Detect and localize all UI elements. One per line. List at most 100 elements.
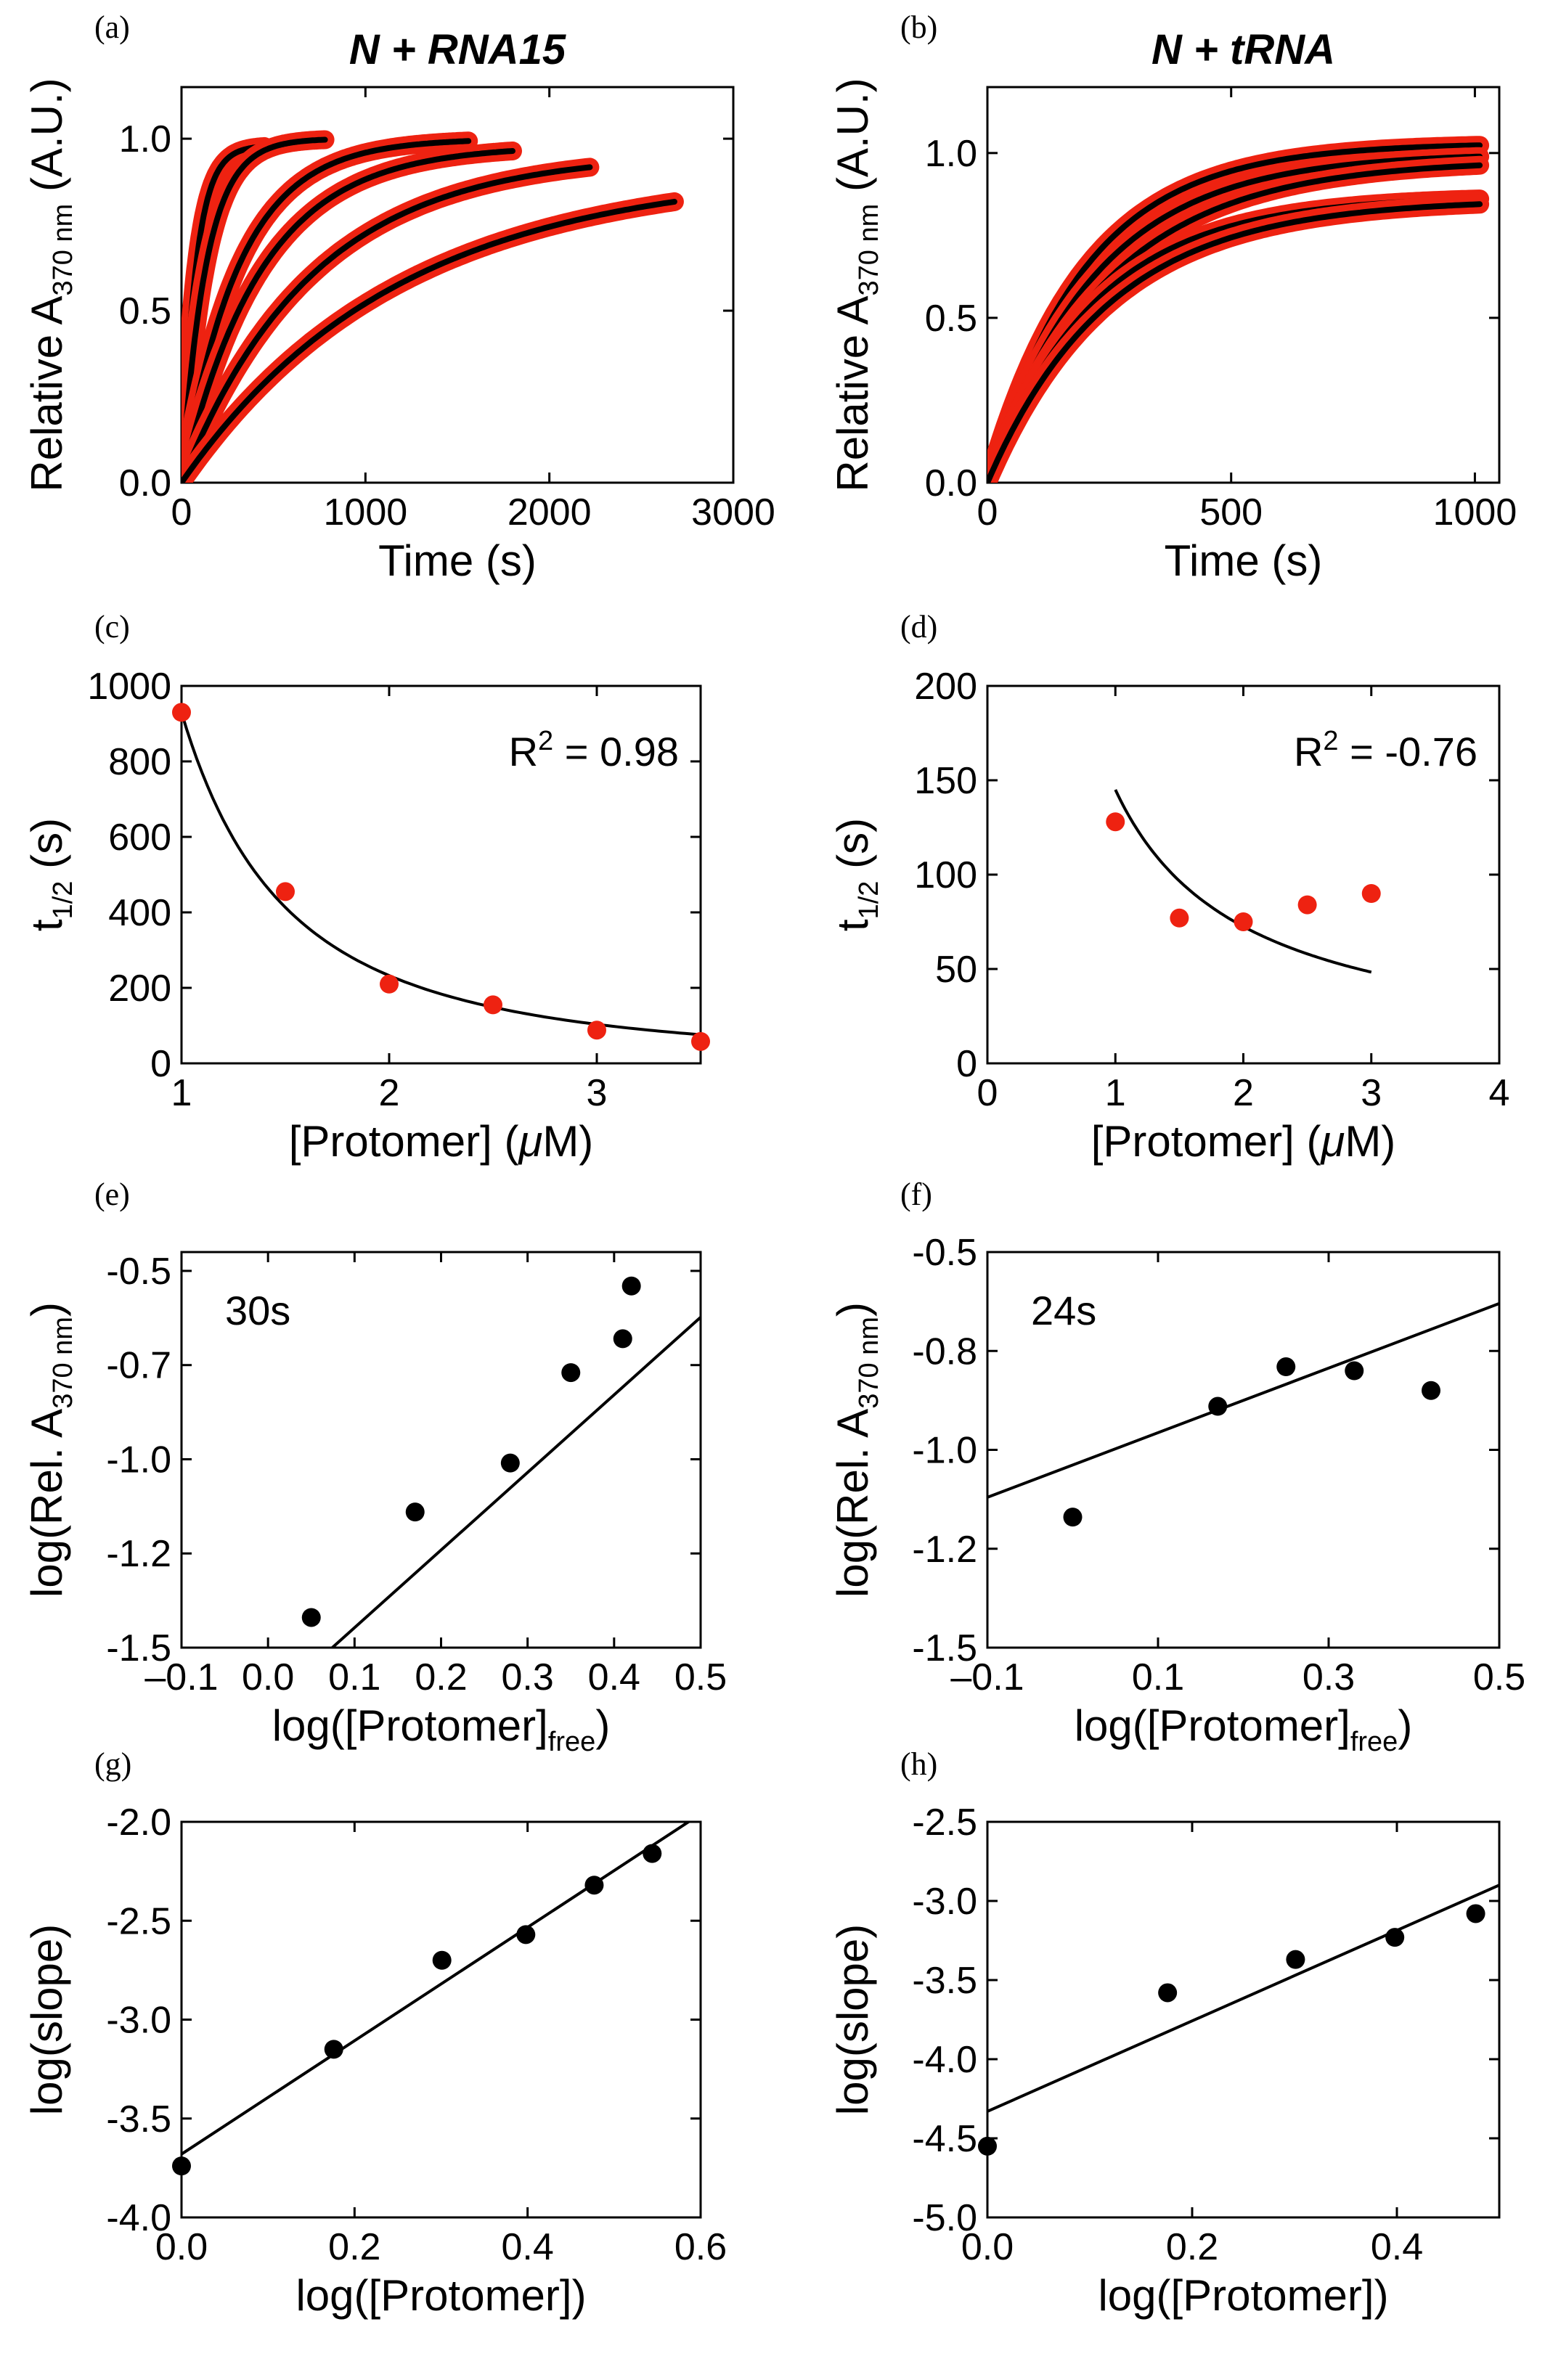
fit-line [987,1884,1499,2113]
y-axis-label: t1/2 (s) [23,818,78,931]
fit-line [987,1301,1499,1499]
y-tick-label: -1.5 [912,1627,977,1669]
x-tick-label: 1 [1105,1072,1126,1114]
data-point [1297,895,1317,915]
data-point [1158,1983,1178,2003]
panel-h: (h) 0.0 0.2 0.4 -5.0 -4.5 -4.0 -3.5 -3.0 -2.5 log(… [828,1746,1501,2320]
x-tick-label: 1 [171,1072,192,1114]
plot-frame [180,684,702,1065]
y-tick-label: 200 [108,968,171,1010]
x-tick-label: 3 [1361,1072,1382,1114]
x-tick-label: 2000 [507,491,592,533]
panel-d: (d) 0 1 2 3 4 0 50 100 150 200 [Protomer] (μM) t1/2 … [828,609,1509,1166]
y-tick-label: -4.5 [912,2118,977,2160]
fit-line [182,711,701,1036]
plot-frame [986,1820,1501,2219]
y-tick-label: 0 [956,1043,977,1085]
panel-letter: (a) [94,9,130,45]
x-tick-label: –0.1 [950,1656,1024,1698]
x-axis-label-greek: μ [1319,1117,1345,1166]
data-point [1466,1904,1485,1923]
data-point [621,1276,641,1296]
data-point [324,2040,343,2059]
y-tick-label: 0.0 [119,462,171,504]
series-1-fit [987,142,1483,483]
plot-frame [986,86,1501,484]
y-tick-label: -4.0 [912,2039,977,2081]
x-tick-label: 0.5 [1473,1656,1525,1698]
panel-letter: (h) [900,1746,937,1782]
x-tick-label: 0.0 [242,1656,294,1698]
x-axis-label-sub: free [1350,1727,1398,1757]
y-tick-label: 1.0 [925,133,977,175]
series-5-data [182,158,600,483]
series-2-fit [987,153,1483,483]
x-tick-label: 0.3 [502,1656,554,1698]
x-axis-label: log([Protomer]free) [272,1701,611,1757]
y-tick-label: -2.5 [106,1900,171,1942]
x-tick-label: 0.4 [502,2226,554,2268]
y-tick-label: -1.2 [912,1529,977,1571]
x-tick-label: 0.0 [155,2226,208,2268]
data-area [182,711,701,1036]
data-point [1361,884,1381,903]
y-tick-label: -5.0 [912,2197,977,2239]
x-axis-label: log([Protomer]free) [1075,1701,1413,1757]
y-tick-label: 0.5 [925,298,977,340]
y-tick-label: 0 [150,1043,171,1085]
panel-letter: (c) [94,609,130,645]
y-axis-label: log(Rel. A370 nm) [23,1302,78,1598]
data-point [276,882,295,901]
y-tick-label: 1000 [87,666,171,708]
data-point [561,1363,581,1383]
y-axis-label: Relative A370 nm (A.U.) [828,78,884,491]
y-axis-label-sub: 370 nm [48,204,78,296]
y-tick-label: -1.2 [106,1533,171,1575]
y-axis-label-sub: 1/2 [854,881,884,920]
data-point [1422,1381,1440,1400]
data-point [584,1876,604,1895]
panel-a: (a) N + RNA15 0 1000 2000 3000 0.0 0.5 1.0 Time (… [23,9,775,585]
x-tick-label: 0 [977,491,998,533]
panel-c: (c) 1 2 3 0 200 400 600 800 1000 [Protomer] (μM) t1… [23,609,710,1166]
panel-letter: (f) [900,1177,932,1212]
x-axis-label: log([Protomer]) [1098,2271,1388,2320]
x-tick-label: 0 [171,491,192,533]
y-tick-label: -0.7 [106,1345,171,1387]
data-point [172,2156,191,2176]
panel-letter: (d) [900,609,937,645]
series-3-fit [182,138,472,483]
y-axis-label-sub: 370 nm [48,1317,78,1409]
y-tick-label: -0.5 [106,1251,171,1293]
data-point [691,1031,710,1051]
series-5-fit [987,201,1483,483]
x-tick-label: 0.2 [415,1656,467,1698]
y-axis-label: Relative A370 nm (A.U.) [23,78,78,491]
x-tick-label: 0.1 [328,1656,380,1698]
x-tick-label: 0.5 [674,1656,727,1698]
data-area [987,136,1490,483]
data-point [484,995,502,1015]
series-4-fit [182,148,515,483]
y-tick-label: -3.0 [912,1881,977,1923]
data-point [978,2136,997,2156]
x-tick-label: 0 [977,1072,998,1114]
y-tick-label: -2.5 [912,1802,977,1844]
y-axis-label-sub: 1/2 [48,881,78,920]
data-area [987,1884,1499,2113]
data-point [643,1844,662,1863]
x-tick-label: 0.0 [961,2226,1014,2268]
data-point [1170,908,1189,928]
y-tick-label: 150 [914,760,977,802]
data-point [1286,1950,1305,1969]
y-axis-label: log(slope) [828,1924,877,2115]
data-point [405,1502,425,1522]
y-tick-label: -0.5 [912,1232,977,1274]
x-axis-label: Time (s) [378,536,537,585]
plot-frame [180,86,735,484]
y-axis-label: t1/2 (s) [828,818,884,931]
fit-line [330,1315,701,1648]
y-tick-label: 100 [914,854,977,896]
x-tick-label: 500 [1199,491,1263,533]
